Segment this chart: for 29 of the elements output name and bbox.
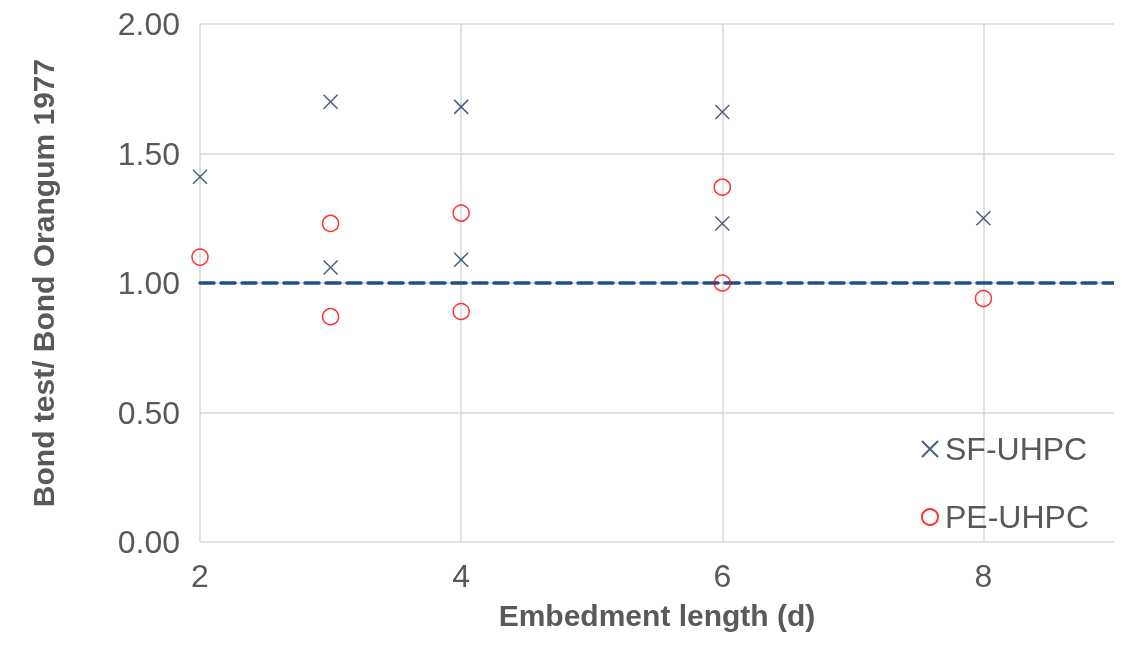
legend-label: SF-UHPC <box>944 431 1088 467</box>
point <box>453 99 469 115</box>
legend-label: PE-UHPC <box>944 499 1089 535</box>
point <box>975 210 992 226</box>
point <box>321 307 340 326</box>
point <box>713 178 732 196</box>
point <box>192 169 208 185</box>
point <box>191 248 209 266</box>
point <box>714 215 731 232</box>
x-tick-label: 2 <box>191 558 209 594</box>
x-tick-label: 8 <box>974 558 993 594</box>
y-axis-title: Bond test/ Bond Orangum 1977 <box>26 58 60 508</box>
point <box>321 214 340 233</box>
point <box>322 93 339 110</box>
point <box>322 259 339 276</box>
point <box>452 204 470 222</box>
y-tick-label: 0.50 <box>117 394 180 431</box>
y-tick-label: 2.00 <box>117 6 180 42</box>
x-tick-label: 4 <box>452 558 471 594</box>
point <box>452 302 470 321</box>
y-tick-label: 0.00 <box>117 524 180 560</box>
x-axis-title: Embedment length (d) <box>498 598 816 632</box>
point <box>714 104 731 120</box>
y-tick-label: 1.00 <box>117 265 180 301</box>
point <box>713 274 732 292</box>
y-tick-label: 1.50 <box>117 135 180 172</box>
x-tick-label: 6 <box>713 558 732 594</box>
point <box>974 289 993 308</box>
point <box>453 251 469 268</box>
